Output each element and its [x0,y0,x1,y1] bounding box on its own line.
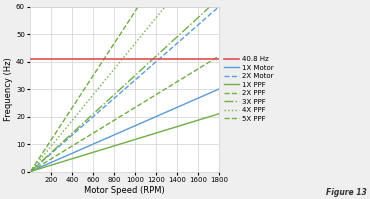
1X PPF [179,124,183,127]
2X PPF [217,55,221,57]
4X PPF [111,69,116,71]
1X Motor [179,104,183,107]
Line: 4X PPF: 4X PPF [30,0,219,172]
2X PPF [179,78,183,81]
5X PPF [47,141,52,143]
3X PPF [104,100,109,103]
Line: 1X PPF: 1X PPF [30,114,219,172]
40.8 Hz [28,58,33,61]
3X PPF [28,170,33,173]
3X PPF [175,35,180,38]
4X PPF [158,12,162,14]
1X PPF [111,145,116,147]
2X Motor [179,39,183,41]
2X PPF [111,119,116,122]
4X PPF [28,170,33,173]
Line: 3X PPF: 3X PPF [30,0,219,172]
2X PPF [28,170,33,173]
1X PPF [158,131,162,133]
Line: 5X PPF: 5X PPF [30,0,219,172]
4X PPF [47,147,52,149]
2X Motor [47,153,52,156]
X-axis label: Motor Speed (RPM): Motor Speed (RPM) [84,186,165,195]
Line: 2X PPF: 2X PPF [30,56,219,172]
4X PPF [104,77,109,79]
5X PPF [104,54,109,56]
Line: 1X Motor: 1X Motor [30,89,219,172]
2X Motor [111,98,116,100]
3X PPF [111,94,116,97]
1X PPF [104,147,109,149]
3X PPF [179,32,183,35]
1X Motor [111,134,116,136]
Legend: 40.8 Hz, 1X Motor, 2X Motor, 1X PPF, 2X PPF, 3X PPF, 4X PPF, 5X PPF: 40.8 Hz, 1X Motor, 2X Motor, 1X PPF, 2X … [221,54,276,125]
3X PPF [47,153,52,155]
1X PPF [47,164,52,167]
1X PPF [28,170,33,173]
1X Motor [158,114,162,116]
40.8 Hz [28,58,33,61]
1X PPF [175,125,180,128]
2X PPF [104,124,109,126]
Y-axis label: Frequency (Hz): Frequency (Hz) [4,57,13,121]
2X PPF [47,159,52,161]
Text: Figure 13: Figure 13 [326,188,366,197]
1X Motor [175,106,180,108]
1X Motor [28,170,33,173]
2X Motor [104,104,109,106]
2X PPF [158,91,162,94]
2X PPF [175,80,180,83]
2X Motor [28,170,33,173]
Line: 2X Motor: 2X Motor [30,7,219,172]
1X PPF [217,113,221,115]
5X PPF [111,43,116,46]
1X Motor [104,137,109,139]
2X Motor [217,6,221,8]
2X Motor [175,42,180,44]
3X PPF [158,52,162,54]
1X Motor [217,88,221,90]
5X PPF [28,170,33,173]
1X Motor [47,162,52,164]
2X Motor [158,57,162,60]
